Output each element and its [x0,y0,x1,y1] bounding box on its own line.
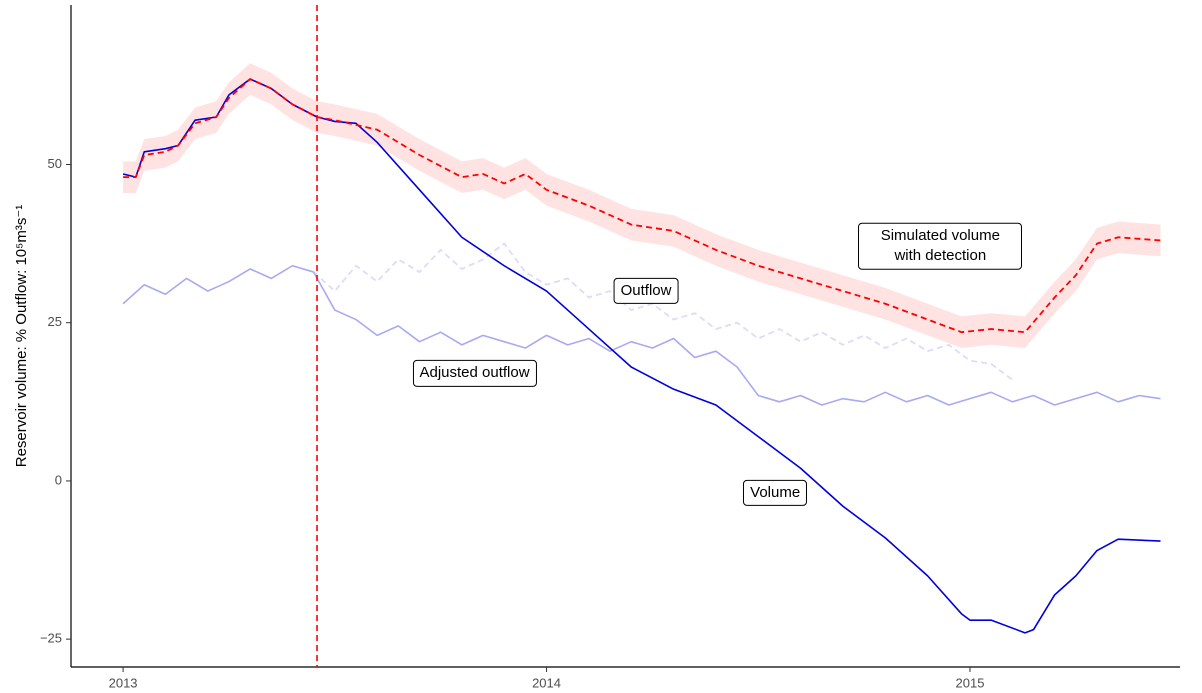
ribbon [123,63,1161,349]
y-tick-label: 0 [55,472,62,487]
y-tick-label: 25 [48,314,62,329]
x-tick-label: 2013 [109,675,138,690]
x-tick-label: 2015 [956,675,985,690]
y-tick-label: −25 [40,631,62,646]
series-line [122,264,1161,406]
series-line [313,242,1013,381]
series-annotation: Volume [743,479,808,507]
series-line [123,78,1161,334]
series-annotation: Simulated volume with detection [858,222,1023,270]
x-tick-label: 2014 [532,675,561,690]
y-tick-label: 50 [48,156,62,171]
series-line [122,78,1161,634]
series-annotation: Adjusted outflow [412,360,537,387]
series-annotation: Outflow [613,277,679,305]
y-axis-label: Reservoir volume: % Outflow: 10⁵m³s⁻¹ [13,205,30,468]
